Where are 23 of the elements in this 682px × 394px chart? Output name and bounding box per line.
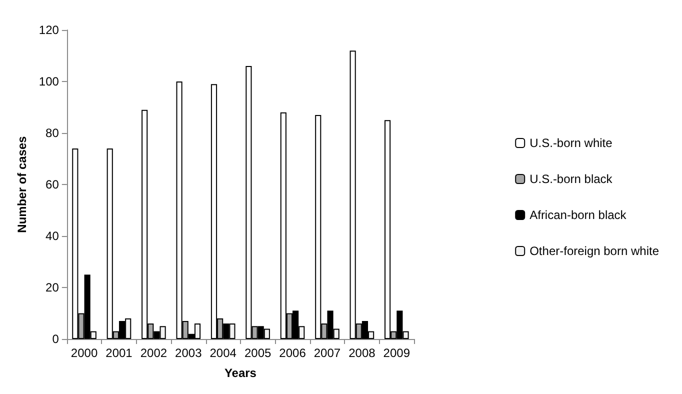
y-tick-label: 100 bbox=[38, 74, 60, 88]
y-axis-title: Number of cases bbox=[15, 136, 29, 233]
x-tick-label: 2002 bbox=[140, 346, 168, 360]
y-tick-label: 0 bbox=[52, 332, 60, 346]
legend-label: U.S.-born white bbox=[530, 136, 613, 150]
x-tick-label: 2000 bbox=[70, 346, 98, 360]
x-tick-label: 2005 bbox=[244, 346, 272, 360]
legend-label: Other-foreign born white bbox=[530, 244, 660, 258]
x-tick-label: 2003 bbox=[175, 346, 202, 360]
y-tick-label: 40 bbox=[46, 229, 60, 243]
y-tick-label: 120 bbox=[38, 23, 60, 37]
x-tick-label: 2006 bbox=[279, 346, 306, 360]
x-tick-label: 2008 bbox=[348, 346, 376, 360]
x-tick-label: 2001 bbox=[106, 346, 133, 360]
y-tick-label: 60 bbox=[46, 178, 60, 192]
y-tick-label: 80 bbox=[46, 126, 60, 140]
legend-label: U.S.-born black bbox=[530, 172, 614, 186]
x-axis-title: Years bbox=[224, 366, 257, 380]
x-tick-label: 2004 bbox=[210, 346, 237, 360]
legend-label: African-born black bbox=[530, 208, 628, 222]
x-tick-label: 2007 bbox=[314, 346, 341, 360]
x-tick-label: 2009 bbox=[383, 346, 410, 360]
y-tick-label: 20 bbox=[46, 280, 60, 294]
